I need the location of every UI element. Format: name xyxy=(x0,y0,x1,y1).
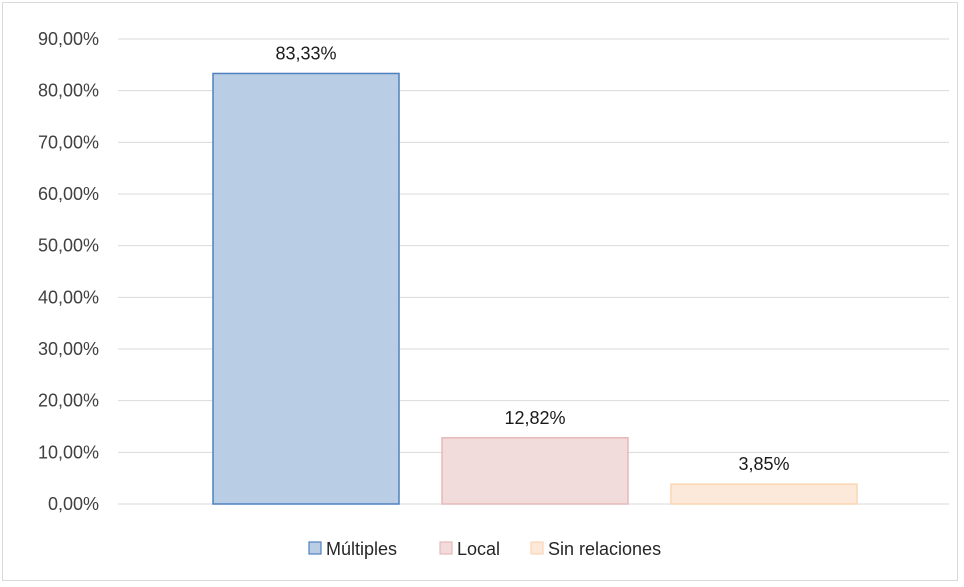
y-tick-label: 60,00% xyxy=(38,184,99,204)
y-tick-label: 20,00% xyxy=(38,391,99,411)
bar-local xyxy=(441,437,629,505)
y-axis-tick-labels: 0,00% 10,00% 20,00% 30,00% 40,00% 50,00% 60,00… xyxy=(38,29,99,514)
y-tick-label: 80,00% xyxy=(38,81,99,101)
y-tick-label: 50,00% xyxy=(38,236,99,256)
legend-item: Local xyxy=(439,539,500,559)
legend-label: Local xyxy=(457,539,500,559)
chart-frame: 0,00% 10,00% 20,00% 30,00% 40,00% 50,00% 60,00… xyxy=(2,2,958,581)
legend-swatch xyxy=(308,541,322,555)
y-tick-label: 0,00% xyxy=(48,494,99,514)
legend-label: Sin relaciones xyxy=(548,539,661,559)
bars xyxy=(212,72,858,505)
y-tick-label: 10,00% xyxy=(38,442,99,462)
bar-chart: 0,00% 10,00% 20,00% 30,00% 40,00% 50,00% 60,00… xyxy=(38,29,949,559)
data-label: 83,33% xyxy=(275,43,336,63)
y-tick-label: 90,00% xyxy=(38,29,99,49)
data-label: 3,85% xyxy=(738,454,789,474)
legend-swatch xyxy=(530,541,544,555)
legend-label: Múltiples xyxy=(326,539,397,559)
data-labels: 83,33% 12,82% 3,85% xyxy=(275,43,789,474)
legend-item: Múltiples xyxy=(308,539,397,559)
legend: Múltiples Local Sin relaciones xyxy=(308,539,661,559)
y-tick-label: 30,00% xyxy=(38,339,99,359)
legend-item: Sin relaciones xyxy=(530,539,661,559)
bar-sin-relaciones xyxy=(670,483,858,505)
data-label: 12,82% xyxy=(504,408,565,428)
y-tick-label: 40,00% xyxy=(38,287,99,307)
bar-múltiples xyxy=(212,72,400,505)
y-tick-label: 70,00% xyxy=(38,132,99,152)
legend-swatch xyxy=(439,541,453,555)
